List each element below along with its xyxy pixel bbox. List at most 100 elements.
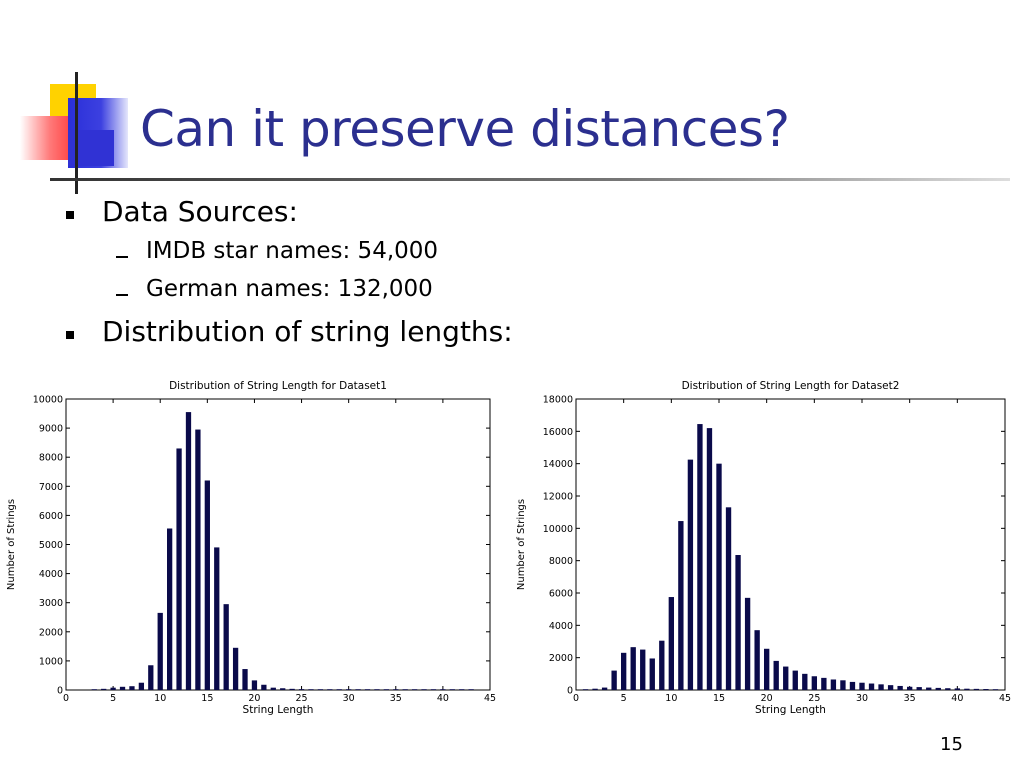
- bar: [678, 521, 684, 690]
- y-tick-label: 6000: [39, 511, 63, 522]
- y-tick-label: 10000: [543, 524, 573, 535]
- y-tick-label: 5000: [39, 540, 63, 551]
- bar: [459, 689, 465, 690]
- y-tick-label: 8000: [549, 556, 573, 567]
- bar: [430, 689, 437, 690]
- bar: [402, 689, 408, 690]
- bar: [176, 448, 182, 690]
- x-tick-label: 0: [573, 693, 579, 704]
- bar: [811, 676, 818, 690]
- bar: [383, 689, 389, 690]
- bar: [298, 689, 305, 690]
- bar: [317, 689, 324, 690]
- bar: [232, 647, 239, 690]
- bar: [327, 689, 333, 690]
- bar: [830, 679, 837, 690]
- y-tick-label: 6000: [549, 589, 573, 600]
- dash-icon: [116, 294, 128, 296]
- bar: [364, 689, 371, 690]
- x-tick-label: 40: [951, 693, 963, 704]
- bar: [242, 669, 248, 690]
- chart-title: Distribution of String Length for Datase…: [682, 380, 900, 392]
- bar: [185, 412, 192, 690]
- x-tick-label: 20: [761, 693, 773, 704]
- bar: [119, 686, 126, 690]
- bar: [91, 689, 97, 690]
- accent-vertical-line: [75, 72, 78, 194]
- y-tick-label: 4000: [39, 569, 63, 580]
- x-tick-label: 5: [110, 693, 116, 704]
- y-tick-label: 1000: [39, 656, 63, 667]
- bar: [926, 687, 932, 690]
- bar: [840, 680, 846, 690]
- bar: [716, 463, 722, 690]
- bar: [449, 689, 455, 690]
- y-tick-label: 12000: [543, 492, 573, 503]
- bar: [868, 683, 875, 690]
- bar: [649, 658, 655, 690]
- bar: [592, 688, 598, 690]
- x-tick-label: 35: [390, 693, 402, 704]
- bar: [763, 648, 770, 690]
- x-tick-label: 15: [713, 693, 725, 704]
- bar: [954, 688, 961, 690]
- bar: [346, 689, 352, 690]
- bar: [440, 689, 446, 690]
- bullet-square-icon: [66, 211, 74, 219]
- y-tick-label: 0: [567, 686, 573, 697]
- x-tick-label: 25: [296, 693, 308, 704]
- slide-title: Can it preserve distances?: [140, 100, 790, 158]
- bar: [687, 459, 694, 690]
- bar: [916, 687, 922, 690]
- y-tick-label: 7000: [39, 482, 63, 493]
- bar: [792, 670, 798, 690]
- x-tick-label: 35: [904, 693, 916, 704]
- bar: [773, 660, 779, 690]
- bar: [167, 528, 173, 690]
- y-tick-label: 18000: [543, 395, 573, 406]
- y-tick-label: 3000: [39, 598, 63, 609]
- bar: [582, 689, 589, 690]
- bullet-square-icon: [66, 331, 74, 339]
- bar: [668, 597, 675, 690]
- chart-title: Distribution of String Length for Datase…: [169, 380, 387, 392]
- bar: [973, 688, 980, 690]
- bar: [887, 685, 894, 690]
- y-tick-label: 2000: [39, 627, 63, 638]
- bar: [754, 630, 760, 690]
- bar: [374, 689, 380, 690]
- x-tick-label: 45: [484, 693, 496, 704]
- bar: [261, 684, 267, 690]
- bar: [148, 665, 154, 690]
- y-tick-label: 16000: [543, 427, 573, 438]
- bar: [138, 682, 145, 690]
- bar: [204, 480, 210, 690]
- bar: [270, 687, 276, 690]
- bar: [783, 666, 789, 690]
- plot-frame: [575, 398, 1006, 691]
- x-tick-label: 30: [856, 693, 868, 704]
- bar: [735, 555, 741, 690]
- bar: [659, 640, 665, 690]
- dash-icon: [116, 256, 128, 258]
- x-tick-label: 15: [201, 693, 213, 704]
- y-tick-label: 8000: [39, 453, 63, 464]
- bar: [802, 673, 808, 690]
- bar: [601, 687, 608, 690]
- bar: [697, 424, 703, 690]
- bullet-distribution: Distribution of string lengths:: [102, 315, 513, 348]
- y-axis-label: Number of Strings: [516, 499, 527, 590]
- bar: [620, 652, 627, 690]
- x-tick-label: 30: [343, 693, 355, 704]
- bar: [906, 686, 913, 690]
- bar: [355, 689, 361, 690]
- bar: [640, 649, 646, 690]
- bar: [611, 670, 617, 690]
- bar: [849, 681, 856, 690]
- bar: [859, 682, 865, 690]
- bar: [251, 680, 258, 690]
- bar: [129, 686, 135, 690]
- y-tick-label: 4000: [549, 621, 573, 632]
- sub-bullet-german: German names: 132,000: [146, 276, 433, 302]
